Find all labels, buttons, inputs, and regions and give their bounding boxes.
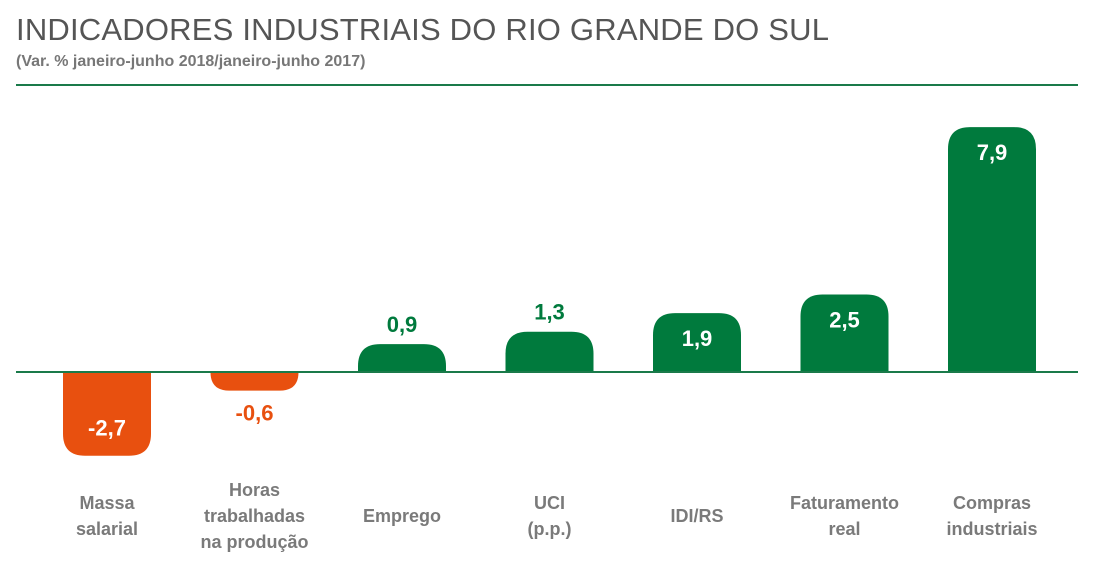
value-label-5: 2,5	[829, 308, 860, 333]
bar-4	[653, 313, 741, 372]
category-label-5: Faturamento real	[790, 493, 899, 539]
bar-2	[358, 344, 446, 372]
chart-subtitle: (Var. % janeiro-junho 2018/janeiro-junho…	[16, 53, 366, 70]
category-label-1: Horas trabalhadas na produção	[200, 480, 308, 552]
category-label-0: Massa salarial	[76, 493, 138, 539]
bar-3	[505, 331, 594, 372]
value-label-4: 1,9	[682, 326, 713, 351]
chart-title: INDICADORES INDUSTRIAIS DO RIO GRANDE DO…	[16, 12, 830, 47]
value-label-6: 7,9	[977, 140, 1008, 165]
value-label-0: -2,7	[88, 416, 126, 441]
bar-0	[63, 372, 151, 456]
value-label-2: 0,9	[387, 312, 418, 337]
category-label-3: UCI (p.p.)	[528, 493, 572, 539]
bar-1	[210, 372, 299, 391]
category-label-2: Emprego	[363, 506, 441, 526]
value-label-1: -0,6	[236, 401, 274, 426]
category-label-6: Compras industriais	[946, 493, 1037, 539]
value-label-3: 1,3	[534, 300, 565, 325]
bar-5	[800, 294, 889, 372]
category-label-4: IDI/RS	[670, 506, 723, 526]
bar-6	[948, 127, 1036, 372]
header-divider	[16, 84, 1078, 86]
